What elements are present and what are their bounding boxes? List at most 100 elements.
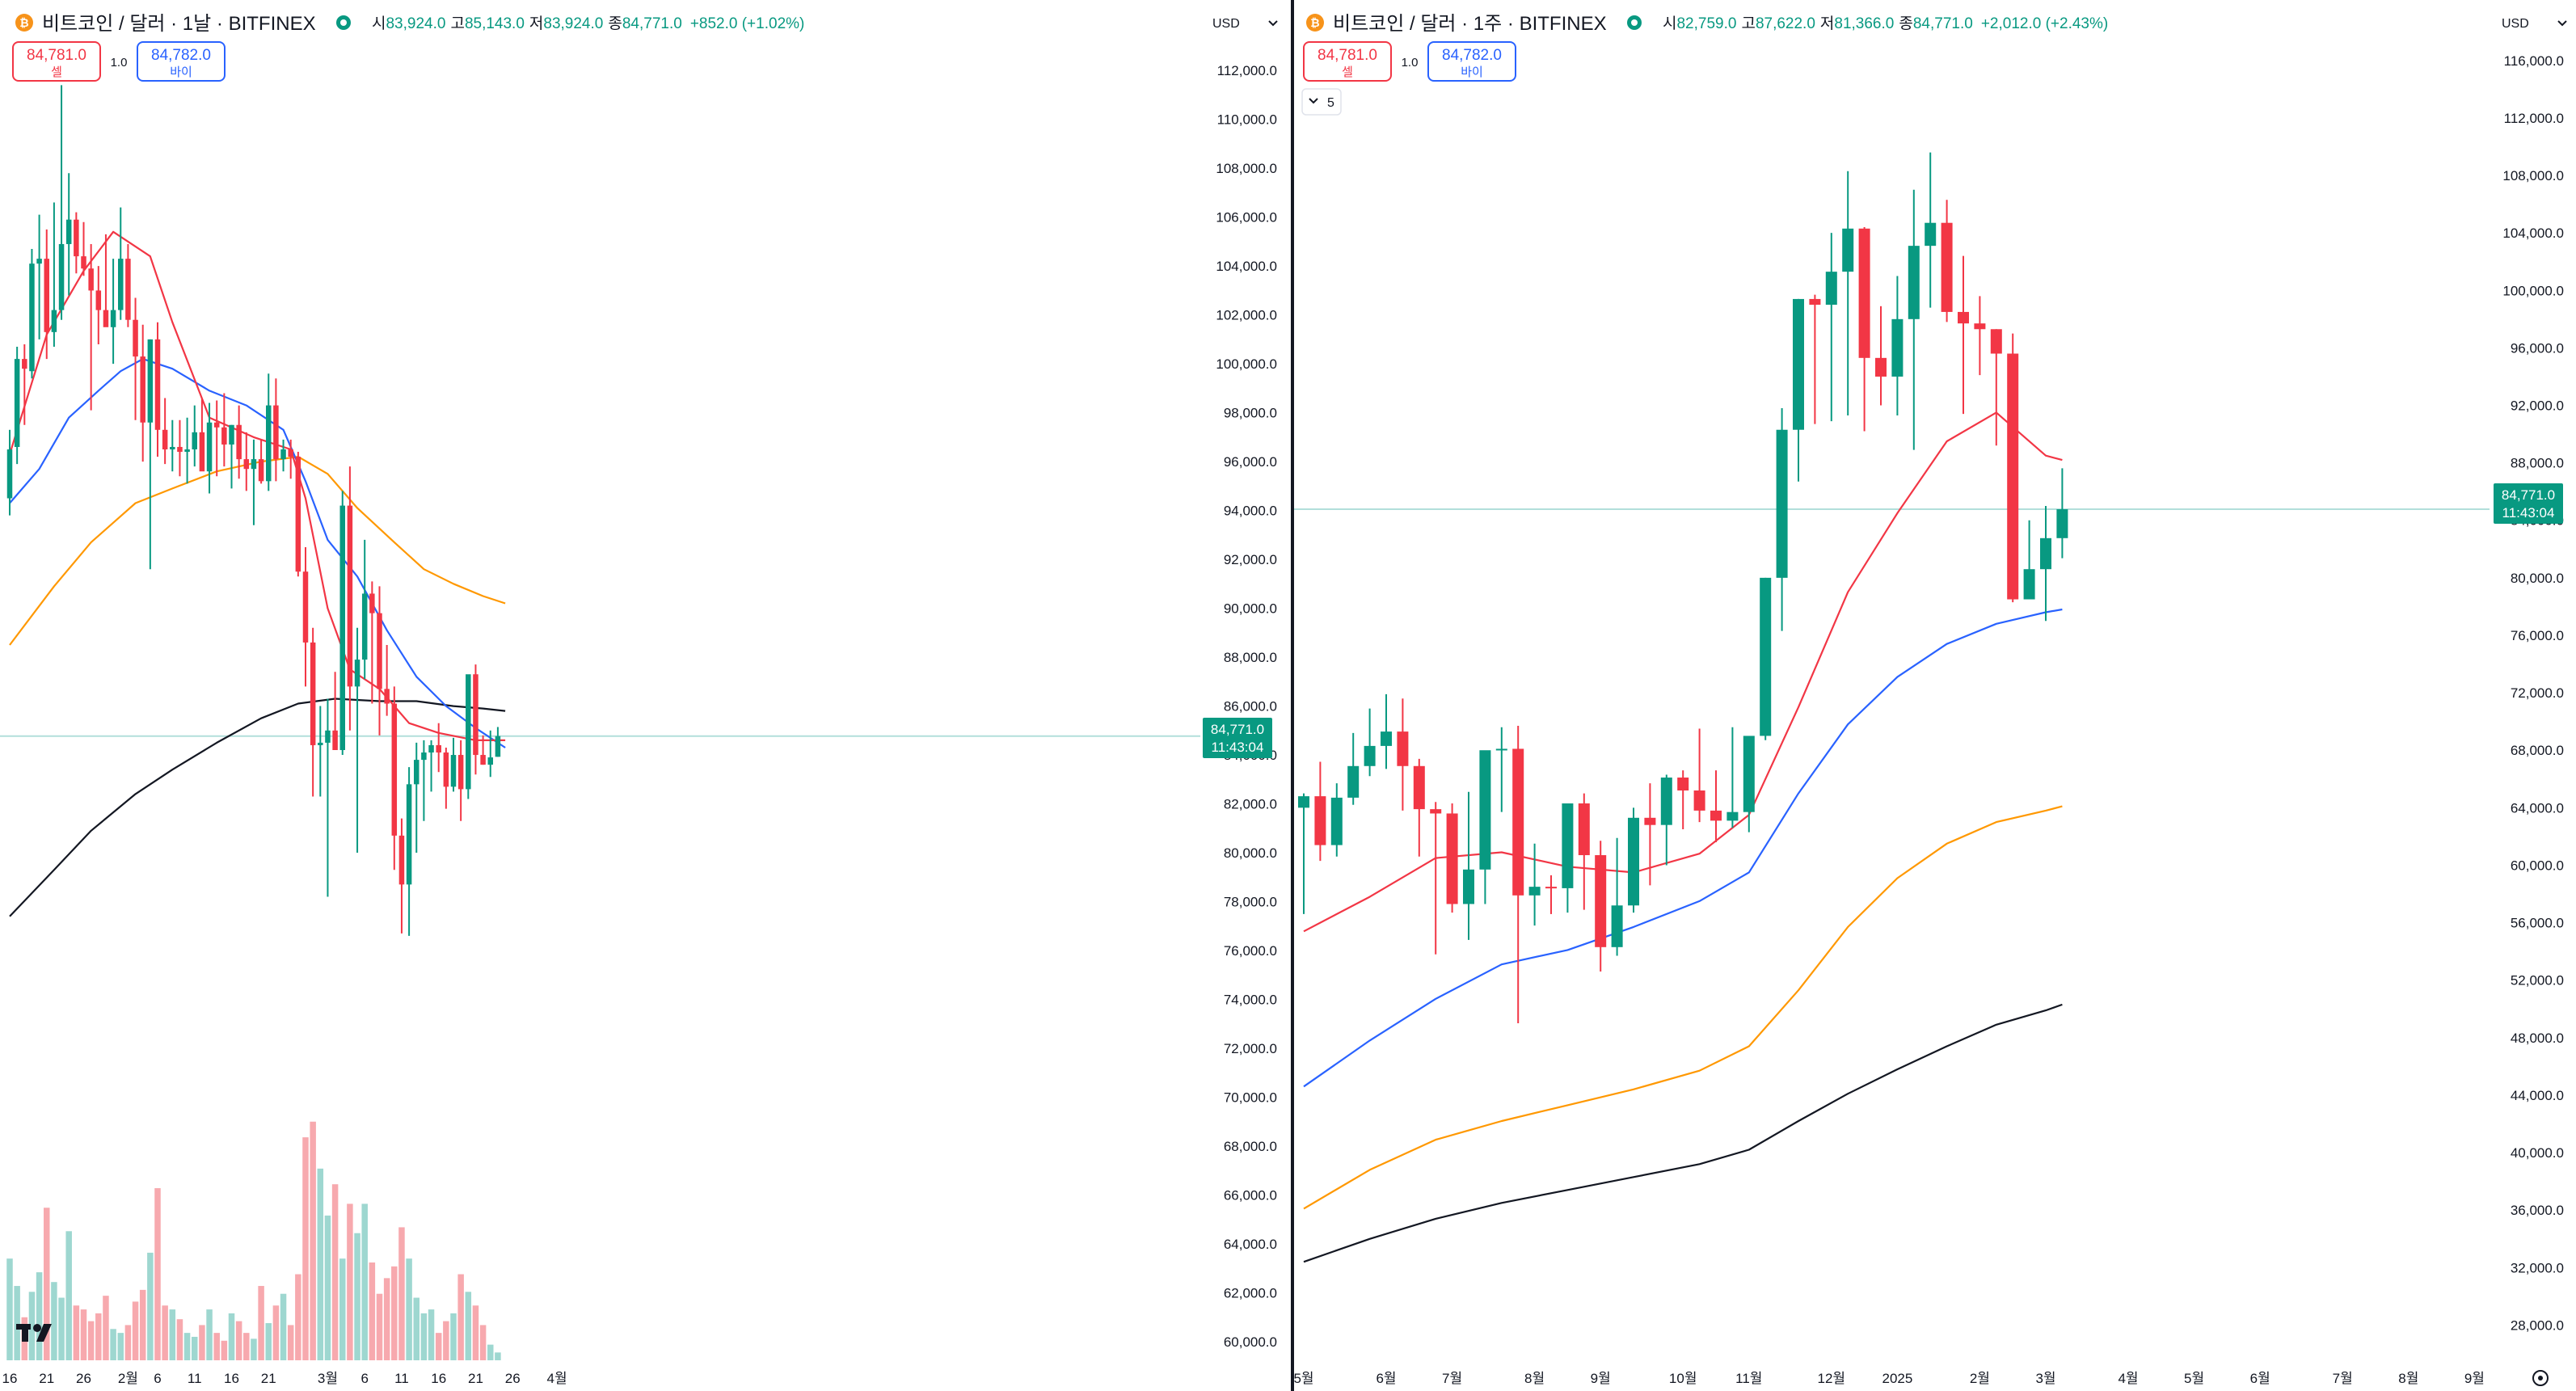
volume-bar <box>302 1137 309 1360</box>
y-tick-label: 74,000.0 <box>1224 992 1277 1007</box>
price-axis[interactable] <box>2490 0 2576 1391</box>
volume-bar <box>406 1258 412 1360</box>
volume-bar <box>465 1292 472 1360</box>
currency-chevron-down-icon[interactable] <box>2557 20 2567 27</box>
y-tick-label: 68,000.0 <box>1224 1139 1277 1154</box>
candle-body <box>192 432 197 450</box>
tradingview-logo-icon[interactable] <box>16 1324 52 1342</box>
symbol-title[interactable]: 비트코인 / 달러 · 1날 · BITFINEX <box>42 13 316 35</box>
volume-bar <box>472 1305 479 1360</box>
candle-body <box>480 755 486 765</box>
currency-label[interactable]: USD <box>2502 17 2529 31</box>
x-tick-label: 10월 <box>1669 1371 1697 1386</box>
x-tick-label: 21 <box>261 1371 276 1386</box>
moving-average-ma3 <box>1303 805 2063 1210</box>
x-tick-label: 7월 <box>2333 1371 2353 1386</box>
buy-label: 바이 <box>170 65 192 79</box>
volume-bar <box>36 1272 43 1360</box>
candle-body <box>229 424 234 445</box>
low-label: 저 <box>1820 15 1834 32</box>
candle-body <box>125 259 131 320</box>
candle-body <box>1495 748 1507 751</box>
close-value: 84,771.0 <box>1913 15 1973 32</box>
volume-bar <box>80 1309 87 1360</box>
volume-bar <box>235 1321 242 1360</box>
candle-body <box>1875 357 1887 377</box>
volume-bar <box>110 1329 116 1360</box>
panel-daily[interactable]: 60,000.0 62,000.0 64,000.0 66,000.0 68,000.0… <box>0 0 1289 1391</box>
candle-body <box>273 405 279 460</box>
x-tick-label: 2월 <box>1970 1371 1990 1386</box>
x-tick-label: 21 <box>468 1371 483 1386</box>
x-tick-label: 11 <box>394 1371 409 1386</box>
volume-bar <box>139 1289 146 1360</box>
volume-bar <box>324 1215 331 1360</box>
candle-body <box>199 432 205 472</box>
volume-bar <box>65 1231 72 1360</box>
price-axis[interactable] <box>1200 0 1289 1391</box>
candle-body <box>443 752 449 787</box>
candle-body <box>177 446 183 453</box>
candle-body <box>1479 750 1491 870</box>
high-label: 고 <box>450 15 464 32</box>
y-tick-label: 86,000.0 <box>1224 699 1277 714</box>
y-tick-label: 108,000.0 <box>2502 168 2564 183</box>
candle-body <box>65 219 72 244</box>
y-tick-label: 106,000.0 <box>1216 210 1277 226</box>
candle-body <box>14 359 20 447</box>
candle-body <box>95 290 102 310</box>
volume-bar <box>147 1252 154 1360</box>
candle-body <box>1628 817 1639 906</box>
y-tick-label: 28,000.0 <box>2511 1317 2564 1333</box>
candle-body <box>398 835 405 885</box>
panel-divider[interactable] <box>1291 0 1294 1391</box>
volume-bar <box>51 1282 57 1360</box>
high-label: 고 <box>1741 15 1755 32</box>
candle-body <box>236 424 242 460</box>
volume-bar <box>435 1333 442 1360</box>
y-tick-label: 44,000.0 <box>2511 1088 2564 1103</box>
indicators-collapse-button[interactable]: 5 <box>1301 88 1342 116</box>
currency-chevron-down-icon[interactable] <box>1268 20 1278 27</box>
candle-body <box>184 449 190 453</box>
y-tick-label: 112,000.0 <box>1217 63 1277 78</box>
candle-body <box>384 689 390 704</box>
x-tick-label: 9월 <box>1591 1371 1611 1386</box>
candle-body <box>414 760 419 785</box>
candle-body <box>1858 228 1870 358</box>
buy-button[interactable]: 84,782.0 바이 <box>1427 41 1516 82</box>
y-tick-label: 62,000.0 <box>1224 1285 1277 1300</box>
low-label: 저 <box>529 15 543 32</box>
bitcoin-icon <box>15 14 33 32</box>
svg-text:₿: ₿ <box>1310 16 1319 29</box>
sell-button[interactable]: 84,781.0 셀 <box>12 41 101 82</box>
candle-body <box>495 736 501 757</box>
volume-bar <box>487 1344 494 1360</box>
buy-button[interactable]: 84,782.0 바이 <box>137 41 226 82</box>
close-label: 종 <box>1899 15 1912 32</box>
volume-bar <box>391 1266 398 1360</box>
candle-body <box>325 730 331 743</box>
candle-body <box>1397 731 1409 766</box>
panel-weekly[interactable]: 28,000.0 32,000.0 36,000.0 40,000.0 44,000.0… <box>1293 0 2576 1391</box>
y-tick-label: 88,000.0 <box>2511 456 2564 471</box>
volume-bar <box>265 1323 272 1360</box>
symbol-title[interactable]: 비트코인 / 달러 · 1주 · BITFINEX <box>1333 13 1607 35</box>
settings-gear-icon[interactable] <box>2532 1370 2549 1386</box>
candle-body <box>1825 272 1837 306</box>
sell-button[interactable]: 84,781.0 셀 <box>1303 41 1392 82</box>
candle-body <box>1726 811 1739 821</box>
y-tick-label: 92,000.0 <box>2511 398 2564 414</box>
volume-bar <box>258 1286 264 1360</box>
candle-body <box>1381 731 1392 746</box>
y-tick-label: 98,000.0 <box>1224 406 1277 421</box>
candle-body <box>1528 887 1541 896</box>
x-tick-label: 8월 <box>1524 1371 1545 1386</box>
candle-body <box>44 259 49 332</box>
y-tick-label: 96,000.0 <box>2511 340 2564 356</box>
currency-label[interactable]: USD <box>1212 17 1240 31</box>
candle-body <box>310 642 316 745</box>
candle-body <box>1793 298 1804 430</box>
y-tick-label: 90,000.0 <box>1224 601 1277 617</box>
